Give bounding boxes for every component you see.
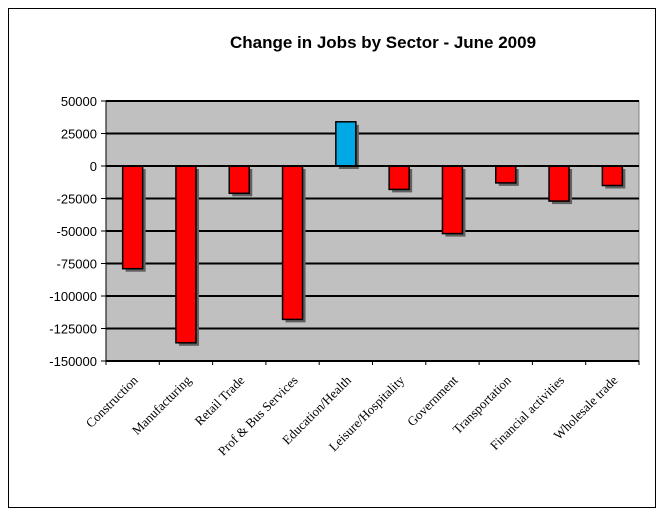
x-tick-label: Government — [404, 372, 461, 429]
y-tick-label: -25000 — [57, 192, 97, 207]
bar — [335, 121, 357, 167]
bar — [175, 165, 197, 344]
bar-chart: Change in Jobs by Sector - June 2009 500… — [49, 33, 640, 458]
bar — [441, 165, 464, 235]
y-tick-label: -100000 — [49, 289, 97, 304]
y-tick-label: 0 — [90, 159, 97, 174]
y-axis-tick-labels: 50000 25000 0 -25000 -50000 -75000 -100000 -125… — [49, 94, 97, 369]
x-tick-label: Construction — [83, 372, 141, 430]
y-tick-label: -125000 — [49, 322, 97, 337]
bar — [495, 165, 517, 184]
chart-frame: Change in Jobs by Sector - June 2009 500… — [8, 8, 656, 508]
y-tick-label: -50000 — [57, 224, 97, 239]
chart-title: Change in Jobs by Sector - June 2009 — [230, 33, 536, 52]
bar — [121, 165, 144, 270]
bar — [601, 165, 624, 187]
y-tick-label: -75000 — [57, 257, 97, 272]
axes — [101, 100, 640, 365]
bar — [548, 165, 570, 202]
bars — [121, 121, 626, 346]
bar — [388, 165, 410, 191]
bar — [281, 165, 304, 321]
y-tick-label: 50000 — [61, 94, 97, 109]
y-tick-label: -150000 — [49, 354, 97, 369]
y-tick-label: 25000 — [61, 127, 97, 142]
x-tick-label: Retail Trade — [192, 372, 248, 428]
bar — [228, 165, 250, 195]
